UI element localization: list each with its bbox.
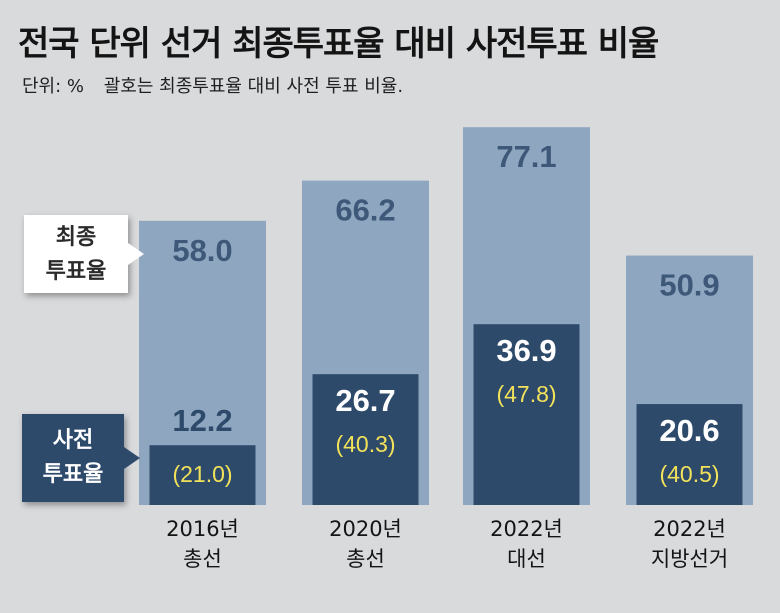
final-turnout-label: 77.1 — [496, 139, 556, 174]
legend-final-line1: 최종 — [55, 225, 97, 250]
x-axis-label-election: 지방선거 — [650, 547, 729, 571]
final-turnout-label: 50.9 — [659, 268, 719, 303]
early-turnout-label: 26.7 — [335, 383, 395, 418]
unit-note: 단위: % — [22, 76, 85, 97]
legend-early-line2: 투표율 — [42, 462, 104, 487]
legend-early-line1: 사전 — [52, 428, 94, 453]
ratio-label: (40.3) — [335, 431, 395, 457]
legend-final-line2: 투표율 — [45, 259, 107, 284]
ratio-label: (47.8) — [496, 381, 556, 407]
early-turnout-label: 20.6 — [659, 413, 719, 448]
final-turnout-label: 66.2 — [335, 193, 395, 228]
early-turnout-bar — [149, 445, 256, 505]
early-turnout-bar — [473, 324, 580, 505]
early-turnout-bar — [312, 374, 419, 505]
ratio-label: (40.5) — [659, 461, 719, 487]
legend-early-turnout: 사전 투표율 — [22, 414, 140, 502]
x-axis-label-election: 총선 — [346, 547, 385, 571]
x-axis-label-election: 대선 — [507, 547, 546, 571]
early-turnout-label: 12.2 — [172, 403, 232, 438]
early-turnout-bar — [636, 404, 743, 505]
chart-subtitle: 단위: % 괄호는 최종투표율 대비 사전 투표 비율. — [22, 72, 403, 98]
ratio-label: (21.0) — [172, 461, 232, 487]
early-turnout-label: 36.9 — [496, 333, 556, 368]
legend-final-turnout: 최종 투표율 — [24, 215, 144, 293]
final-turnout-label: 58.0 — [172, 233, 232, 268]
x-axis-label-year: 2016년 — [166, 517, 239, 541]
x-axis-label-year: 2022년 — [653, 517, 726, 541]
ratio-note: 괄호는 최종투표율 대비 사전 투표 비율. — [103, 76, 404, 97]
x-axis-label-year: 2020년 — [329, 517, 402, 541]
x-axis-label-year: 2022년 — [490, 517, 563, 541]
chart-title: 전국 단위 선거 최종투표율 대비 사전투표 비율 — [18, 24, 659, 64]
x-axis-label-election: 총선 — [183, 547, 222, 571]
